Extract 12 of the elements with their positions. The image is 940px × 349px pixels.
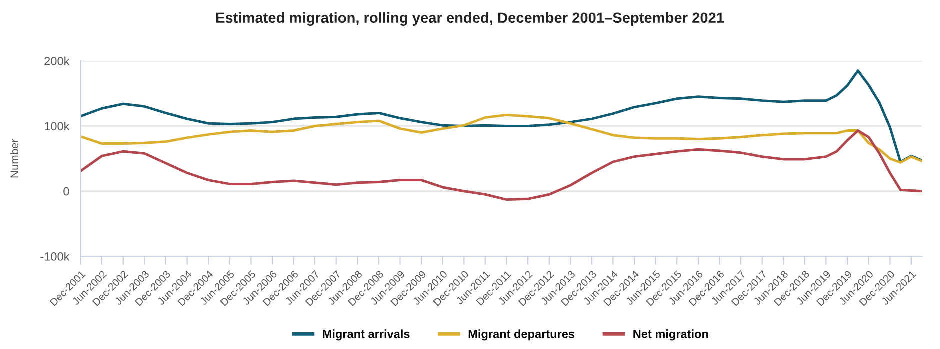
line-series: [80, 114, 922, 164]
y-tick-label: 0: [64, 187, 70, 196]
legend-label: Net migration: [634, 330, 708, 341]
legend-label: Migrant arrivals: [323, 330, 410, 341]
y-axis-title: Number: [10, 139, 19, 178]
chart-title: Estimated migration, rolling year ended, December 2001–September 2021: [216, 12, 724, 26]
y-tick-label: -100k: [40, 252, 70, 261]
line-series: [80, 70, 922, 164]
y-tick-label: 200k: [44, 56, 70, 66]
legend-label: Migrant departures: [468, 330, 575, 341]
y-tick-label: 100k: [45, 122, 70, 131]
line-series: [80, 130, 922, 202]
